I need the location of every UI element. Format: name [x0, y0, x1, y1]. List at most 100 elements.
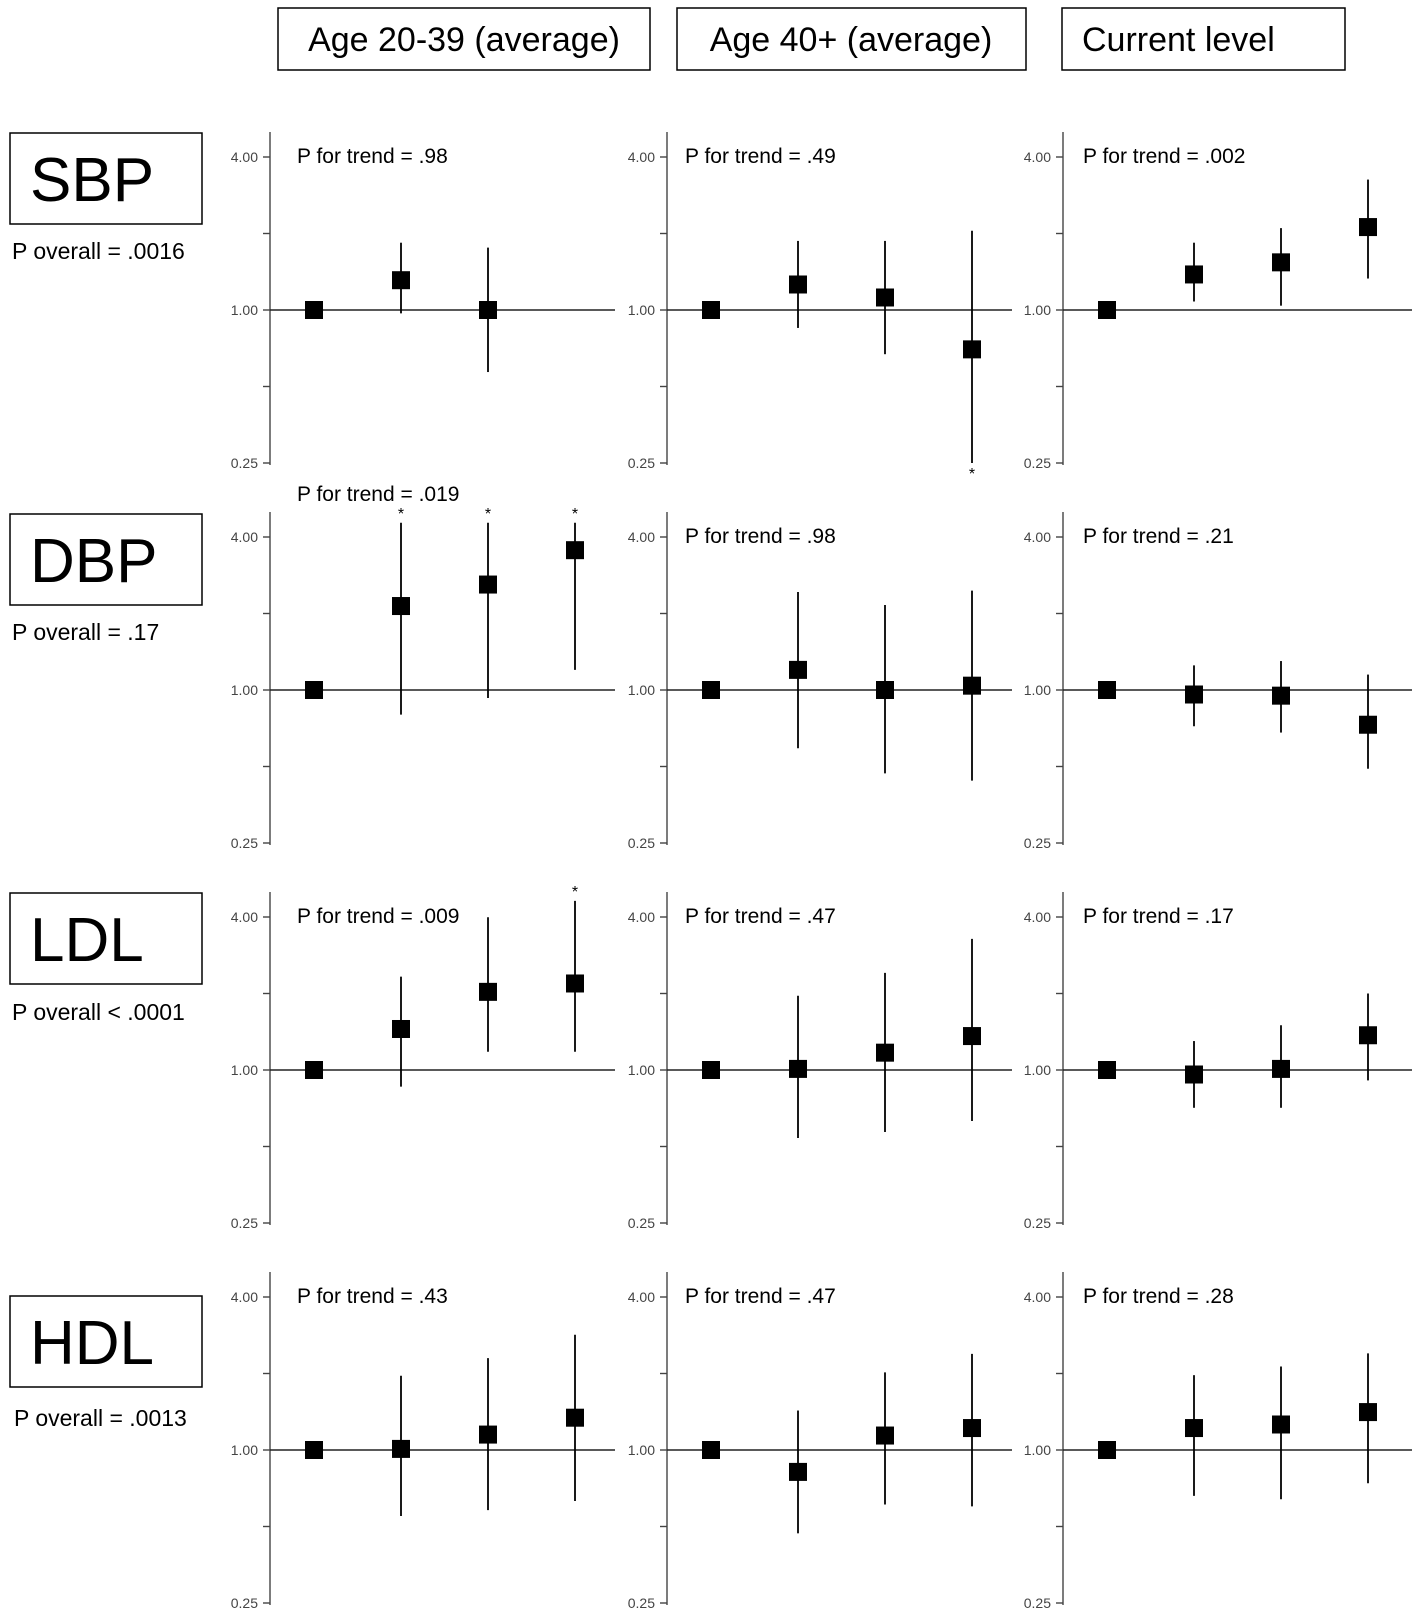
panel-2-1: 4.001.000.25P for trend = .019* * *: [231, 483, 615, 851]
point-estimate: [1185, 1065, 1203, 1084]
y-tick-label: 1.00: [628, 1442, 655, 1458]
panel-1-1: 4.00 1.00 0.25 P for trend = .98: [231, 132, 615, 471]
point-estimate: [963, 1419, 981, 1438]
point-estimate: [566, 974, 584, 993]
point-estimate: [789, 1059, 807, 1078]
y-tick-label: 1.00: [1024, 682, 1051, 698]
p-trend-text: P for trend = .98: [297, 145, 448, 168]
point-estimate: [392, 1019, 410, 1038]
p-trend-text: P for trend = .21: [1083, 525, 1234, 548]
panel-4-3: 4.00 1.00 0.25 P for trend = .28: [1024, 1272, 1412, 1610]
significance-star: *: [398, 506, 404, 523]
point-estimate: [876, 288, 894, 307]
y-tick-label: 0.25: [1024, 455, 1051, 471]
row-header-label: SBP: [30, 146, 154, 215]
y-tick-label: 0.25: [628, 1215, 655, 1231]
significance-star: *: [485, 506, 491, 523]
p-trend-text: P for trend = .47: [685, 1285, 836, 1308]
column-header-label: Age 40+ (average): [710, 21, 993, 59]
row-header-hdl: HDL P overall = .0013: [9, 1295, 203, 1431]
point-estimate: [876, 1426, 894, 1445]
panel-1-2: 4.00 1.00 0.25 P for trend = .49 *: [628, 132, 1012, 483]
p-trend-text: P for trend = .019: [297, 483, 459, 506]
y-tick-label: 0.25: [231, 455, 258, 471]
point-estimate: [789, 1462, 807, 1481]
point-estimate: [963, 676, 981, 695]
point-estimate: [1272, 1415, 1290, 1434]
point-estimate: [305, 1061, 323, 1079]
p-trend-text: P for trend = .002: [1083, 145, 1245, 168]
panel-4-1: 4.00 1.00 0.25 P for trend = .43: [231, 1272, 615, 1610]
y-tick-label: 1.00: [628, 1062, 655, 1078]
significance-star: *: [969, 466, 975, 483]
panel-4-2: 4.00 1.00 0.25 P for trend = .47: [628, 1272, 1012, 1610]
y-tick-label: 4.00: [1024, 909, 1051, 925]
column-header-1: Age 20-39 (average): [277, 7, 651, 71]
point-estimate: [1359, 1026, 1377, 1045]
point-estimate: [1098, 681, 1116, 699]
point-estimate: [305, 681, 323, 699]
p-trend-text: P for trend = .49: [685, 145, 836, 168]
y-tick-label: 0.25: [628, 455, 655, 471]
p-trend-text: P for trend = .98: [685, 525, 836, 548]
panel-3-2: 4.00 1.00 0.25 P for trend = .47: [628, 892, 1012, 1231]
point-estimate: [1098, 1441, 1116, 1459]
y-tick-label: 0.25: [231, 1215, 258, 1231]
y-tick-label: 1.00: [231, 1062, 258, 1078]
panel-3-1: 4.00 1.00 0.25 P for trend = .009 *: [231, 884, 615, 1231]
y-tick-label: 0.25: [628, 835, 655, 851]
p-trend-text: P for trend = .009: [297, 905, 459, 928]
column-header-label: Current level: [1082, 21, 1275, 59]
point-estimate: [479, 575, 497, 594]
p-overall-text: P overall = .17: [12, 619, 159, 645]
y-tick-label: 1.00: [231, 302, 258, 318]
point-estimate: [479, 982, 497, 1001]
point-estimate: [876, 681, 894, 699]
y-tick-label: 0.25: [231, 1595, 258, 1610]
point-estimate: [1359, 715, 1377, 734]
point-estimate: [479, 301, 497, 319]
point-estimate: [479, 1425, 497, 1444]
significance-star: *: [572, 884, 578, 901]
y-tick-label: 4.00: [628, 909, 655, 925]
y-tick-label: 1.00: [231, 682, 258, 698]
y-tick-label: 4.00: [1024, 1289, 1051, 1305]
column-header-label: Age 20-39 (average): [308, 21, 620, 59]
point-estimate: [392, 1439, 410, 1458]
point-estimate: [1185, 265, 1203, 284]
y-tick-label: 0.25: [628, 1595, 655, 1610]
y-tick-label: 4.00: [1024, 149, 1051, 165]
point-estimate: [566, 541, 584, 560]
y-tick-label: 0.25: [231, 835, 258, 851]
y-tick-label: 0.25: [1024, 1595, 1051, 1610]
point-estimate: [702, 1441, 720, 1459]
point-estimate: [1272, 686, 1290, 705]
point-estimate: [702, 1061, 720, 1079]
y-tick-label: 1.00: [1024, 1062, 1051, 1078]
p-trend-text: P for trend = .47: [685, 905, 836, 928]
p-overall-text: P overall < .0001: [12, 999, 185, 1025]
y-tick-label: 4.00: [231, 149, 258, 165]
column-header-2: Age 40+ (average): [676, 7, 1027, 71]
point-estimate: [566, 1408, 584, 1427]
y-tick-label: 1.00: [628, 302, 655, 318]
panel-2-2: 4.00 1.00 0.25 P for trend = .98: [628, 512, 1012, 851]
p-overall-text: P overall = .0013: [14, 1405, 187, 1431]
y-tick-label: 4.00: [231, 1289, 258, 1305]
y-tick-label: 4.00: [628, 529, 655, 545]
y-tick-label: 1.00: [628, 682, 655, 698]
point-estimate: [1098, 301, 1116, 319]
y-tick-label: 1.00: [1024, 1442, 1051, 1458]
point-estimate: [1185, 1419, 1203, 1438]
row-header-label: DBP: [30, 527, 157, 596]
y-tick-label: 4.00: [628, 149, 655, 165]
significance-star: *: [572, 506, 578, 523]
y-tick-label: 0.25: [1024, 1215, 1051, 1231]
panel-1-3: 4.00 1.00 0.25 P for trend = .002: [1024, 132, 1412, 471]
y-tick-label: 4.00: [1024, 529, 1051, 545]
point-estimate: [1359, 218, 1377, 237]
row-header-sbp: SBP P overall = .0016: [9, 132, 203, 264]
point-estimate: [1272, 253, 1290, 272]
y-tick-label: 0.25: [1024, 835, 1051, 851]
